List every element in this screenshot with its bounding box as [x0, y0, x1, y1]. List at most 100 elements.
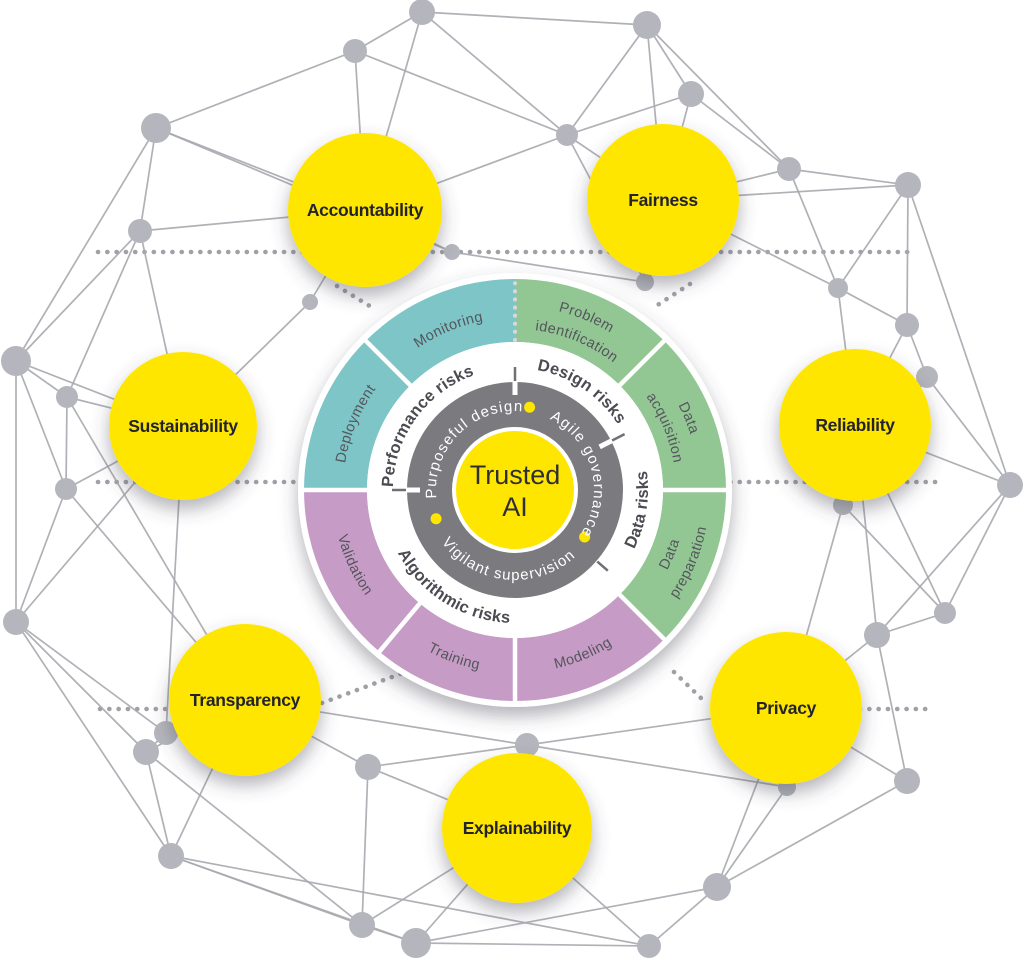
- network-node: [3, 609, 29, 635]
- satellite-fairness: Fairness: [587, 124, 739, 276]
- satellite-label: Fairness: [628, 190, 698, 210]
- network-node: [556, 124, 578, 146]
- network-edge: [716, 780, 908, 888]
- network-node: [515, 733, 539, 757]
- network-edge: [145, 751, 172, 857]
- ring-segment-problem-identification: [515, 279, 665, 386]
- network-node: [133, 739, 159, 765]
- network-edge: [145, 751, 363, 926]
- network-edge: [15, 621, 172, 857]
- satellite-circles: Accountability Fairness Sustainability Reli…: [109, 124, 931, 903]
- ring-segment-training: [379, 603, 515, 701]
- network-node: [158, 843, 184, 869]
- satellite-label: Accountability: [307, 200, 424, 220]
- network-node: [141, 113, 171, 143]
- network-node: [1, 346, 31, 376]
- satellite-circle: [587, 124, 739, 276]
- network-edge: [66, 230, 141, 398]
- ring-segment-data-acquisition: [619, 340, 726, 490]
- ring-segment-validation: [304, 490, 420, 652]
- satellite-accountability: Accountability: [288, 133, 442, 287]
- dashed-line: [653, 281, 693, 309]
- network-node: [894, 768, 920, 794]
- network-edge: [566, 93, 692, 136]
- network-edge: [907, 184, 1011, 486]
- satellite-label: Transparency: [190, 690, 301, 710]
- network-edge: [716, 786, 788, 888]
- satellite-label: Privacy: [756, 698, 817, 718]
- network-node: [997, 472, 1023, 498]
- network-node: [934, 602, 956, 624]
- ring-gap: [375, 599, 424, 656]
- network-edge: [155, 50, 356, 129]
- network-node: [444, 244, 460, 260]
- network-edge: [926, 376, 1011, 486]
- network-node: [409, 0, 435, 25]
- satellite-circle: [779, 349, 931, 501]
- network-edge: [646, 24, 790, 170]
- dashed-line: [334, 283, 376, 311]
- network-node: [703, 873, 731, 901]
- network-edge: [15, 621, 147, 753]
- network-node: [343, 39, 367, 63]
- network-edge: [876, 484, 1011, 636]
- network-node: [633, 11, 661, 39]
- ring-tick: [611, 433, 626, 442]
- network-edge: [566, 24, 648, 136]
- ring-gap: [615, 590, 668, 643]
- satellite-label: Explainability: [463, 818, 572, 838]
- network-edge: [139, 127, 157, 232]
- ring-segment-monitoring: [365, 279, 515, 386]
- network-node: [128, 219, 152, 243]
- satellite-circle: [109, 352, 257, 500]
- ring-yellow-dot: [524, 401, 536, 413]
- network-edge: [842, 504, 946, 614]
- dashed-line: [671, 669, 707, 704]
- network-node: [302, 294, 318, 310]
- ring-segment-data-preparation: [619, 490, 726, 640]
- network-edge: [65, 396, 68, 490]
- network-node: [864, 622, 890, 648]
- network-edge: [15, 127, 157, 362]
- ring-segment-modeling: [515, 594, 665, 701]
- network-edge: [15, 621, 167, 734]
- network-edge: [648, 886, 718, 947]
- network-edge: [944, 484, 1011, 614]
- network-node: [895, 172, 921, 198]
- ring-tick: [596, 560, 609, 572]
- network-edge: [906, 184, 909, 326]
- ring-gap: [362, 337, 415, 390]
- network-edge: [451, 251, 646, 283]
- network-edge: [421, 11, 648, 26]
- network-edge: [15, 360, 67, 490]
- network-edge: [367, 744, 528, 768]
- satellite-circle: [169, 624, 321, 776]
- network-node: [401, 928, 431, 958]
- center-label-line2: AI: [502, 492, 528, 522]
- satellite-transparency: Transparency: [169, 624, 321, 776]
- network-edge: [526, 744, 788, 788]
- satellite-label: Reliability: [815, 415, 895, 435]
- network-edge: [788, 168, 909, 186]
- network-edge: [690, 93, 790, 170]
- network-edge: [421, 11, 568, 136]
- satellite-privacy: Privacy: [710, 632, 862, 784]
- network-node: [636, 273, 654, 291]
- satellite-reliability: Reliability: [779, 349, 931, 501]
- satellite-explainability: Explainability: [442, 753, 592, 903]
- ring-center-circle: [456, 431, 574, 549]
- satellite-circle: [288, 133, 442, 287]
- ring-yellow-dot: [430, 513, 442, 525]
- network-edge: [415, 942, 650, 947]
- satellite-circle: [710, 632, 862, 784]
- ring-yellow-dot: [579, 531, 591, 543]
- network-edge: [15, 230, 141, 362]
- network-node: [637, 934, 661, 958]
- network-node: [349, 912, 375, 938]
- ring-gap: [615, 337, 668, 390]
- network-edge: [15, 488, 67, 623]
